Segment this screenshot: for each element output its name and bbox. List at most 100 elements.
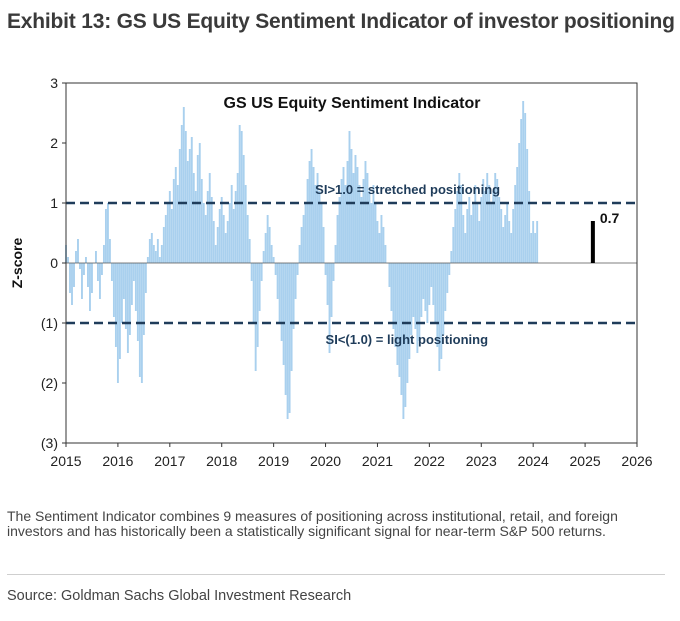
bar <box>128 263 131 335</box>
x-tick-label: 2025 <box>570 453 601 469</box>
bar <box>510 233 513 263</box>
chart-container: GS US Equity Sentiment Indicator Z-score… <box>0 70 680 480</box>
bar <box>346 161 349 263</box>
y-tick-label: 1 <box>50 195 58 211</box>
bar <box>222 215 225 263</box>
bar <box>458 173 461 263</box>
bar <box>356 167 359 263</box>
bar <box>270 245 273 263</box>
bar <box>488 185 491 263</box>
bar <box>83 263 85 275</box>
bar <box>122 263 125 299</box>
bar <box>178 149 181 263</box>
bar <box>428 263 431 305</box>
y-tick-label: 2 <box>50 135 58 151</box>
bar <box>256 263 259 347</box>
bar <box>298 245 301 263</box>
bar <box>500 209 503 263</box>
x-tick-label: 2023 <box>466 453 497 469</box>
bar <box>416 263 419 353</box>
bar <box>95 251 97 263</box>
bar <box>232 209 235 263</box>
bar <box>160 245 163 263</box>
bar <box>77 239 79 263</box>
bar <box>214 245 217 263</box>
bar <box>370 203 373 263</box>
bar <box>238 125 241 263</box>
bar <box>330 263 333 317</box>
bar <box>308 161 311 263</box>
bar <box>368 191 371 263</box>
bar <box>498 197 501 263</box>
bar <box>184 131 187 263</box>
bar <box>414 263 417 329</box>
bar <box>402 263 405 419</box>
bar <box>150 233 153 263</box>
bar <box>388 263 391 287</box>
bar <box>472 203 475 263</box>
x-tick-label: 2026 <box>621 453 652 469</box>
bar <box>216 227 219 263</box>
bar <box>452 227 455 263</box>
bar <box>374 203 377 263</box>
bar <box>444 263 447 311</box>
y-tick-label: (1) <box>41 315 58 331</box>
bar <box>380 215 383 263</box>
bar <box>494 173 497 263</box>
bar <box>504 215 507 263</box>
bar <box>69 263 71 293</box>
bar <box>240 131 243 263</box>
bar <box>250 263 253 281</box>
bar <box>366 173 369 263</box>
x-tick-label: 2016 <box>102 453 133 469</box>
x-tick-label: 2024 <box>518 453 549 469</box>
x-tick-label: 2015 <box>50 453 81 469</box>
bar <box>528 191 531 263</box>
y-axis-label: Z-score <box>9 238 25 289</box>
bar <box>282 263 285 365</box>
bar <box>126 263 129 353</box>
bar <box>420 263 423 317</box>
bar <box>102 245 105 263</box>
bar <box>268 227 271 263</box>
bar <box>202 203 205 263</box>
bar <box>460 185 463 263</box>
sentiment-chart: GS US Equity Sentiment Indicator Z-score… <box>9 75 653 469</box>
bar <box>200 179 203 263</box>
bar <box>106 203 109 263</box>
bar <box>418 263 421 341</box>
bar <box>342 167 345 263</box>
bar <box>466 209 469 263</box>
bar <box>470 215 473 263</box>
bar <box>530 233 533 263</box>
bar <box>496 179 499 263</box>
source-note: Source: Goldman Sachs Global Investment … <box>7 588 352 604</box>
bar <box>392 263 395 329</box>
bar <box>486 173 489 263</box>
bar <box>506 203 509 263</box>
x-tick-label: 2017 <box>154 453 185 469</box>
bar <box>91 263 93 293</box>
bar <box>142 263 145 335</box>
bar <box>108 239 111 263</box>
bar <box>512 209 515 263</box>
bar <box>98 263 101 299</box>
bar <box>120 263 123 323</box>
bar <box>438 263 441 371</box>
bar <box>130 263 133 305</box>
bar <box>348 131 351 263</box>
bar <box>300 227 303 263</box>
bar <box>350 149 353 263</box>
bar <box>326 263 329 305</box>
bar <box>186 161 189 263</box>
bar <box>168 191 171 263</box>
bar <box>176 185 179 263</box>
bar <box>278 263 281 323</box>
bar <box>144 263 147 293</box>
bar <box>462 215 465 263</box>
bar <box>354 155 357 263</box>
bar <box>236 173 239 263</box>
threshold-lines: SI>1.0 = stretched positioning SI<(1.0) =… <box>66 182 637 347</box>
bar <box>464 233 467 263</box>
bar <box>132 263 135 281</box>
